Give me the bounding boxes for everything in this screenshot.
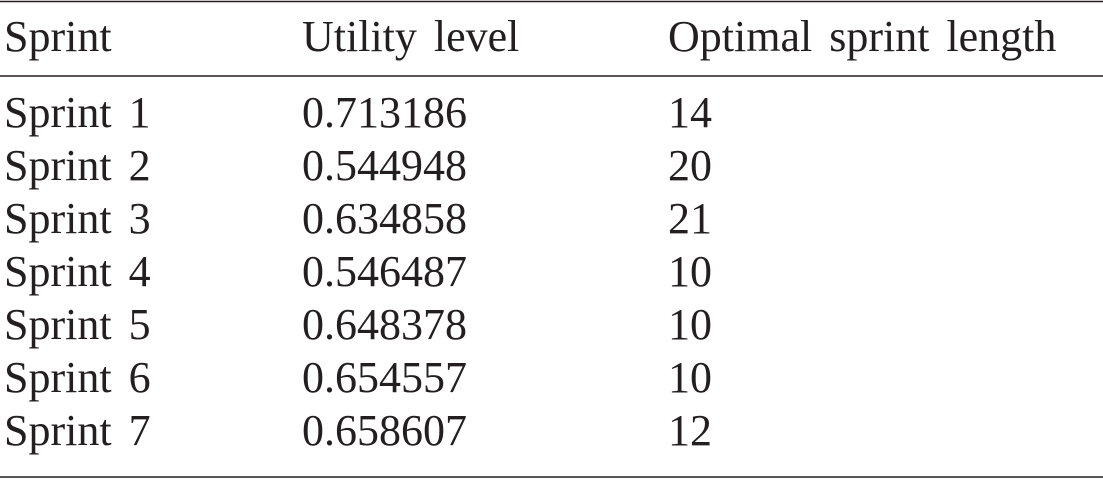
table-cell: 0.654557 (302, 353, 467, 402)
table-cell: Sprint 5 (4, 300, 151, 349)
table-cell: Sprint 7 (4, 406, 151, 455)
table-cell: 10 (668, 247, 712, 296)
table-cell: Sprint 2 (4, 141, 151, 190)
table-cell: 0.546487 (302, 247, 467, 296)
table-cell: Sprint 1 (4, 88, 151, 137)
table-cell: 10 (668, 353, 712, 402)
table-cell: 20 (668, 141, 712, 190)
header-cell: Optimal sprint length (668, 12, 1056, 61)
table-cell: 12 (668, 406, 712, 455)
table-cell: Sprint 4 (4, 247, 151, 296)
table-cell: Sprint 6 (4, 353, 151, 402)
table-cell: 0.544948 (302, 141, 467, 190)
header-cell: Utility level (302, 12, 519, 61)
table-cell: 10 (668, 300, 712, 349)
table-cell: Sprint 3 (4, 194, 151, 243)
table-cell: 0.648378 (302, 300, 467, 349)
table-cell: 0.658607 (302, 406, 467, 455)
header-cell: Sprint (4, 12, 112, 61)
table-cell: 14 (668, 88, 712, 137)
table-cell: 21 (668, 194, 712, 243)
table-cell: 0.634858 (302, 194, 467, 243)
table-cell: 0.713186 (302, 88, 467, 137)
